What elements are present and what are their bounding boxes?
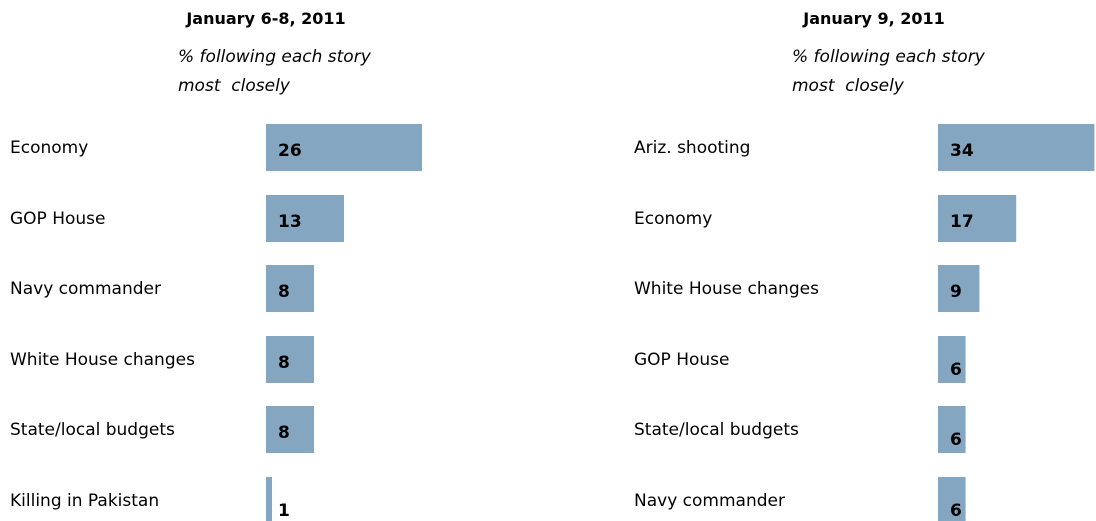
chart-title: January 9, 2011 [802, 9, 945, 28]
value-label: 13 [278, 212, 302, 232]
category-label: Killing in Pakistan [10, 491, 159, 511]
chart-panel-jan-9: January 9, 2011 % following each story m… [634, 9, 1095, 521]
category-label: State/local budgets [10, 420, 175, 440]
category-label: White House changes [10, 350, 195, 370]
value-label: 6 [950, 501, 962, 521]
category-label: GOP House [634, 350, 729, 370]
category-label: Ariz. shooting [634, 138, 750, 158]
category-label: GOP House [10, 209, 105, 229]
bar [266, 195, 344, 242]
value-label: 34 [950, 141, 974, 161]
value-label: 26 [278, 141, 302, 161]
category-label: Economy [10, 138, 88, 158]
value-label: 6 [950, 360, 962, 380]
bar [938, 477, 966, 521]
bar [938, 195, 1017, 242]
chart-subtitle-line-1: % following each story [792, 47, 986, 67]
chart-subtitle-line-2: most closely [792, 76, 905, 96]
chart-subtitle-line-1: % following each story [178, 47, 372, 67]
value-label: 17 [950, 212, 974, 232]
chart-panel-jan-6-8: January 6-8, 2011 % following each story… [10, 9, 422, 521]
value-label: 9 [950, 282, 962, 302]
bar [266, 124, 422, 171]
chart-title: January 6-8, 2011 [185, 9, 345, 28]
value-label: 1 [278, 501, 290, 521]
bar [938, 265, 980, 312]
bar [266, 406, 314, 453]
value-label: 8 [278, 423, 290, 443]
category-label: State/local budgets [634, 420, 799, 440]
value-label: 6 [950, 430, 962, 450]
bar [266, 477, 272, 521]
chart-subtitle-line-2: most closely [178, 76, 291, 96]
category-label: Navy commander [10, 279, 161, 299]
value-label: 8 [278, 282, 290, 302]
category-label: Navy commander [634, 491, 785, 511]
category-label: White House changes [634, 279, 819, 299]
bar [938, 124, 1095, 171]
bar [266, 336, 314, 383]
bar [266, 265, 314, 312]
bar [938, 406, 966, 453]
value-label: 8 [278, 353, 290, 373]
bar [938, 336, 966, 383]
category-label: Economy [634, 209, 712, 229]
